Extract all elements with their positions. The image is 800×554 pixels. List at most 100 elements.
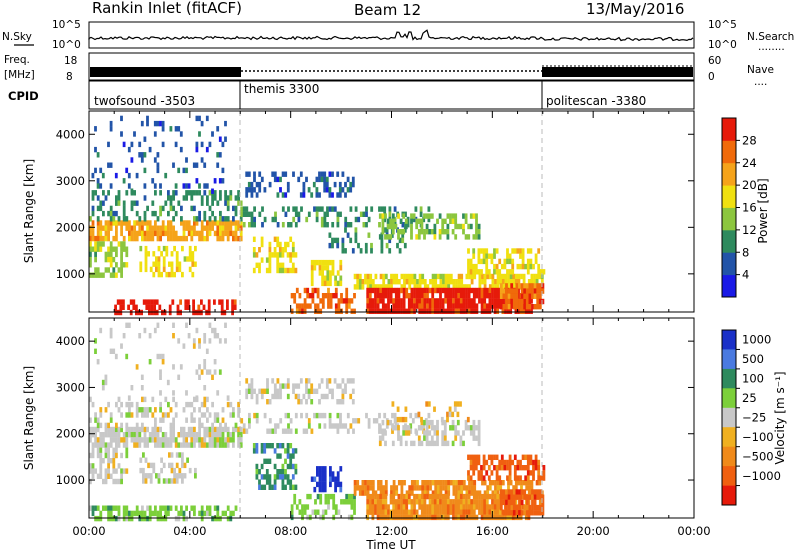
data-cell xyxy=(143,216,147,222)
data-cell xyxy=(147,462,150,469)
data-cell xyxy=(334,280,337,287)
data-cell xyxy=(224,216,227,222)
data-cell xyxy=(538,494,542,500)
data-cell xyxy=(198,338,201,344)
data-cell xyxy=(425,223,429,230)
data-cell xyxy=(500,465,504,471)
data-cell xyxy=(101,172,105,179)
data-cell xyxy=(89,426,92,433)
data-cell xyxy=(325,378,329,384)
data-cell xyxy=(291,241,295,248)
data-cell xyxy=(459,504,463,510)
data-cell xyxy=(193,505,196,511)
data-cell xyxy=(430,419,434,426)
data-cell xyxy=(485,303,489,309)
data-cell xyxy=(208,322,212,328)
data-cell xyxy=(265,458,269,464)
data-cell xyxy=(193,190,196,196)
data-cell xyxy=(331,222,335,228)
data-cell xyxy=(127,172,131,179)
data-cell xyxy=(502,499,506,506)
data-cell xyxy=(321,270,324,276)
data-cell xyxy=(518,304,521,310)
data-cell xyxy=(462,303,466,309)
data-cell xyxy=(423,293,427,299)
data-cell xyxy=(436,430,439,436)
data-cell xyxy=(253,176,256,183)
data-cell xyxy=(520,499,524,506)
data-cell xyxy=(334,504,338,510)
data-cell xyxy=(287,206,290,212)
data-cell xyxy=(394,287,398,294)
data-cell xyxy=(115,401,118,408)
data-cell xyxy=(327,298,330,304)
data-cell xyxy=(107,447,110,453)
data-cell xyxy=(333,181,337,188)
data-cell xyxy=(462,514,466,521)
data-cell xyxy=(234,195,238,201)
data-cell xyxy=(315,216,319,223)
data-cell xyxy=(159,235,162,242)
data-cell xyxy=(411,418,415,424)
data-cell xyxy=(341,237,345,244)
data-cell xyxy=(291,448,295,454)
data-cell xyxy=(104,374,108,380)
data-cell xyxy=(418,499,422,505)
data-cell xyxy=(208,220,212,226)
data-cell xyxy=(443,435,447,441)
data-cell xyxy=(250,211,254,217)
data-cell xyxy=(328,192,332,198)
data-cell xyxy=(482,459,486,466)
data-cell xyxy=(397,435,400,441)
data-cell xyxy=(452,303,455,309)
data-cell xyxy=(395,485,399,491)
data-cell xyxy=(418,514,422,521)
data-cell xyxy=(99,167,103,174)
data-cell xyxy=(507,489,511,495)
x-tick-label: 08:00 xyxy=(274,524,307,538)
nsky-right-tick-bottom: 10^0 xyxy=(708,39,737,51)
data-cell xyxy=(353,284,357,290)
data-cell xyxy=(187,401,191,408)
data-cell xyxy=(530,480,534,486)
data-cell xyxy=(177,167,181,174)
data-cell xyxy=(392,485,396,491)
data-cell xyxy=(433,229,437,235)
data-cell xyxy=(290,509,294,515)
data-cell xyxy=(470,490,474,496)
data-cell xyxy=(211,422,214,429)
data-cell xyxy=(328,206,332,212)
data-cell xyxy=(247,171,251,177)
data-cell xyxy=(107,141,110,148)
data-cell xyxy=(297,383,301,389)
data-cell xyxy=(517,287,520,294)
data-cell xyxy=(109,333,113,339)
data-cell xyxy=(449,499,453,505)
data-cell xyxy=(146,407,149,413)
data-cell xyxy=(211,426,214,433)
data-cell xyxy=(307,388,311,394)
data-cell xyxy=(491,504,494,510)
data-cell xyxy=(480,287,484,294)
data-cell xyxy=(433,499,437,505)
data-cell xyxy=(302,192,306,198)
data-cell xyxy=(446,298,450,304)
data-cell xyxy=(141,505,144,511)
data-cell xyxy=(101,385,105,391)
data-cell xyxy=(187,333,191,339)
data-cell xyxy=(402,293,406,299)
data-cell xyxy=(179,146,183,153)
data-cell xyxy=(252,236,256,242)
data-cell xyxy=(146,235,149,242)
data-cell xyxy=(190,437,194,443)
data-cell xyxy=(289,222,293,228)
data-cell xyxy=(464,218,468,224)
data-cell xyxy=(143,195,147,201)
data-cell xyxy=(482,465,486,471)
data-cell xyxy=(89,230,92,237)
data-cell xyxy=(428,229,432,235)
data-cell xyxy=(457,308,461,314)
y-tick-label: 2000 xyxy=(56,220,85,234)
data-cell xyxy=(255,443,259,449)
data-cell xyxy=(320,171,324,177)
